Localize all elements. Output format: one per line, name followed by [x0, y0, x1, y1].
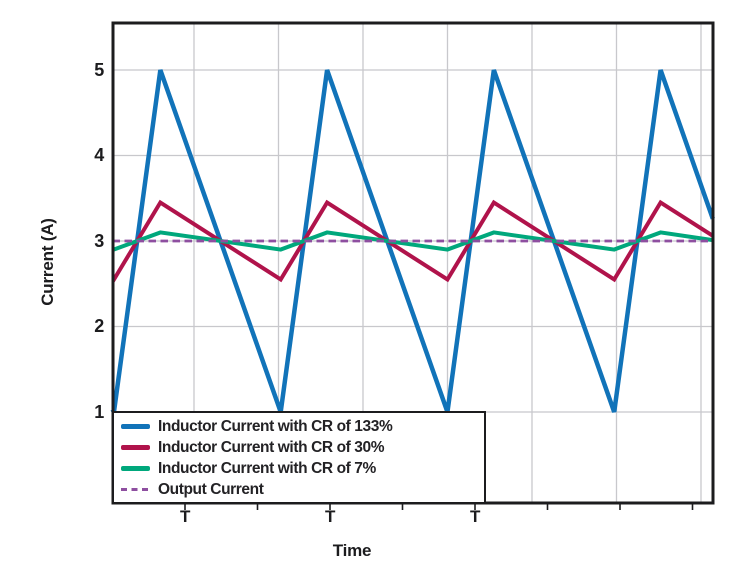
- x-axis-title: Time: [332, 541, 372, 560]
- legend-label-cr7: Inductor Current with CR of 7%: [158, 459, 376, 477]
- x-tick-T2: T: [324, 507, 336, 526]
- legend-label-cr30: Inductor Current with CR of 30%: [158, 438, 385, 456]
- y-tick-4: 4: [94, 145, 104, 165]
- legend-item-cr133: Inductor Current with CR of 133%: [121, 416, 484, 437]
- x-tick-T1: T: [179, 507, 191, 526]
- y-tick-1: 1: [94, 402, 104, 422]
- output-dashed-swatch: [121, 488, 150, 491]
- y-tick-5: 5: [94, 60, 104, 80]
- legend-box: Inductor Current with CR of 133% Inducto…: [114, 411, 486, 502]
- x-tick-T3: T: [469, 507, 481, 526]
- plot-frame: [111, 21, 715, 505]
- legend-label-output: Output Current: [158, 480, 264, 498]
- cr30-line-swatch: [121, 445, 150, 450]
- cr133-line-swatch: [121, 424, 150, 429]
- legend-item-output: Output Current: [121, 479, 484, 500]
- legend-label-cr133: Inductor Current with CR of 133%: [158, 417, 393, 435]
- y-tick-3: 3: [94, 231, 104, 251]
- legend-item-cr30: Inductor Current with CR of 30%: [121, 437, 484, 458]
- legend-item-cr7: Inductor Current with CR of 7%: [121, 458, 484, 479]
- cr7-line-swatch: [121, 466, 150, 471]
- y-axis-title: Current (A): [38, 218, 57, 306]
- y-tick-2: 2: [94, 316, 104, 336]
